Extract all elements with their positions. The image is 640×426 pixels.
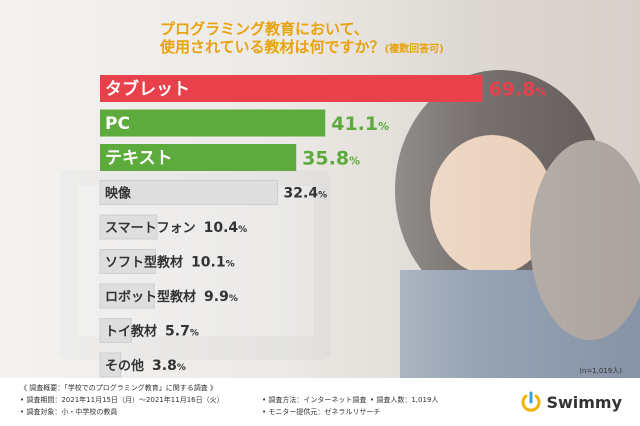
survey-summary: 《 調査概要：「学校でのプログラミング教育」に関する調査 》 • 調査期間：20… [20,382,438,418]
bar-value-0: 69.8% [489,79,547,101]
bar-label-8: その他 [105,358,144,374]
bar-5 [99,249,156,274]
bar-7 [99,318,132,343]
bar-value-2: 35.8% [302,148,360,170]
survey-heading: 《 調査概要：「学校でのプログラミング教育」に関する調査 》 [20,384,217,392]
bar-value-4: 10.4% [204,220,248,236]
bar-label-0: タブレット [105,79,190,100]
bar-8 [99,352,122,378]
chart-title-line2: 使用されている教材は何ですか？(複数回答可) [160,38,444,56]
bar-label-5: ソフト型教材 [105,255,183,271]
survey-method: • 調査方法：インターネット調査 [262,396,367,404]
survey-provider: • モニター提供元：ゼネラルリサーチ [262,408,381,416]
bar-label-6: ロボット型教材 [105,289,196,305]
chart-title-suffix: (複数回答可) [384,44,444,55]
bar-value-1: 41.1% [331,113,389,135]
bar-value-5: 10.1% [191,255,235,271]
bar-label-3: 映像 [105,186,132,202]
bar-chart: タブレット 69.8% PC 41.1% テキスト 35.8% 映像 32.4% スマートフォン… [99,75,547,378]
bar-3 [99,180,278,205]
bar-label-1: PC [105,114,130,134]
survey-target: • 調査対象：小・中学校の教員 [20,408,118,416]
sample-size-note: (n=1,019人) [579,367,622,375]
bar-6 [99,283,155,309]
bar-label-7: トイ教材 [105,324,157,340]
bar-value-3: 32.4% [284,186,328,202]
footer: 《 調査概要：「学校でのプログラミング教育」に関する調査 》 • 調査期間：20… [0,378,640,426]
bar-label-4: スマートフォン [105,221,196,236]
bar-label-2: テキスト [105,149,173,169]
swimmy-logo: Swimmy [520,391,622,413]
bar-value-8: 3.8% [152,358,186,374]
swimmy-logo-icon [521,391,541,412]
bar-1 [100,109,326,137]
bar-4 [99,214,158,240]
bar-0 [100,75,483,102]
chart-title-line1: プログラミング教育において、 [160,20,369,38]
chart-title: プログラミング教育において、 使用されている教材は何ですか？(複数回答可) [160,20,444,59]
bar-value-6: 9.9% [204,289,238,305]
brand-name: Swimmy [546,392,622,412]
survey-period: • 調査期間：2021年11月15日（月）〜2021年11月16日（火） [20,396,224,404]
survey-count: • 調査人数：1,019人 [370,396,439,404]
bar-2 [100,144,297,171]
bar-value-7: 5.7% [165,324,199,340]
